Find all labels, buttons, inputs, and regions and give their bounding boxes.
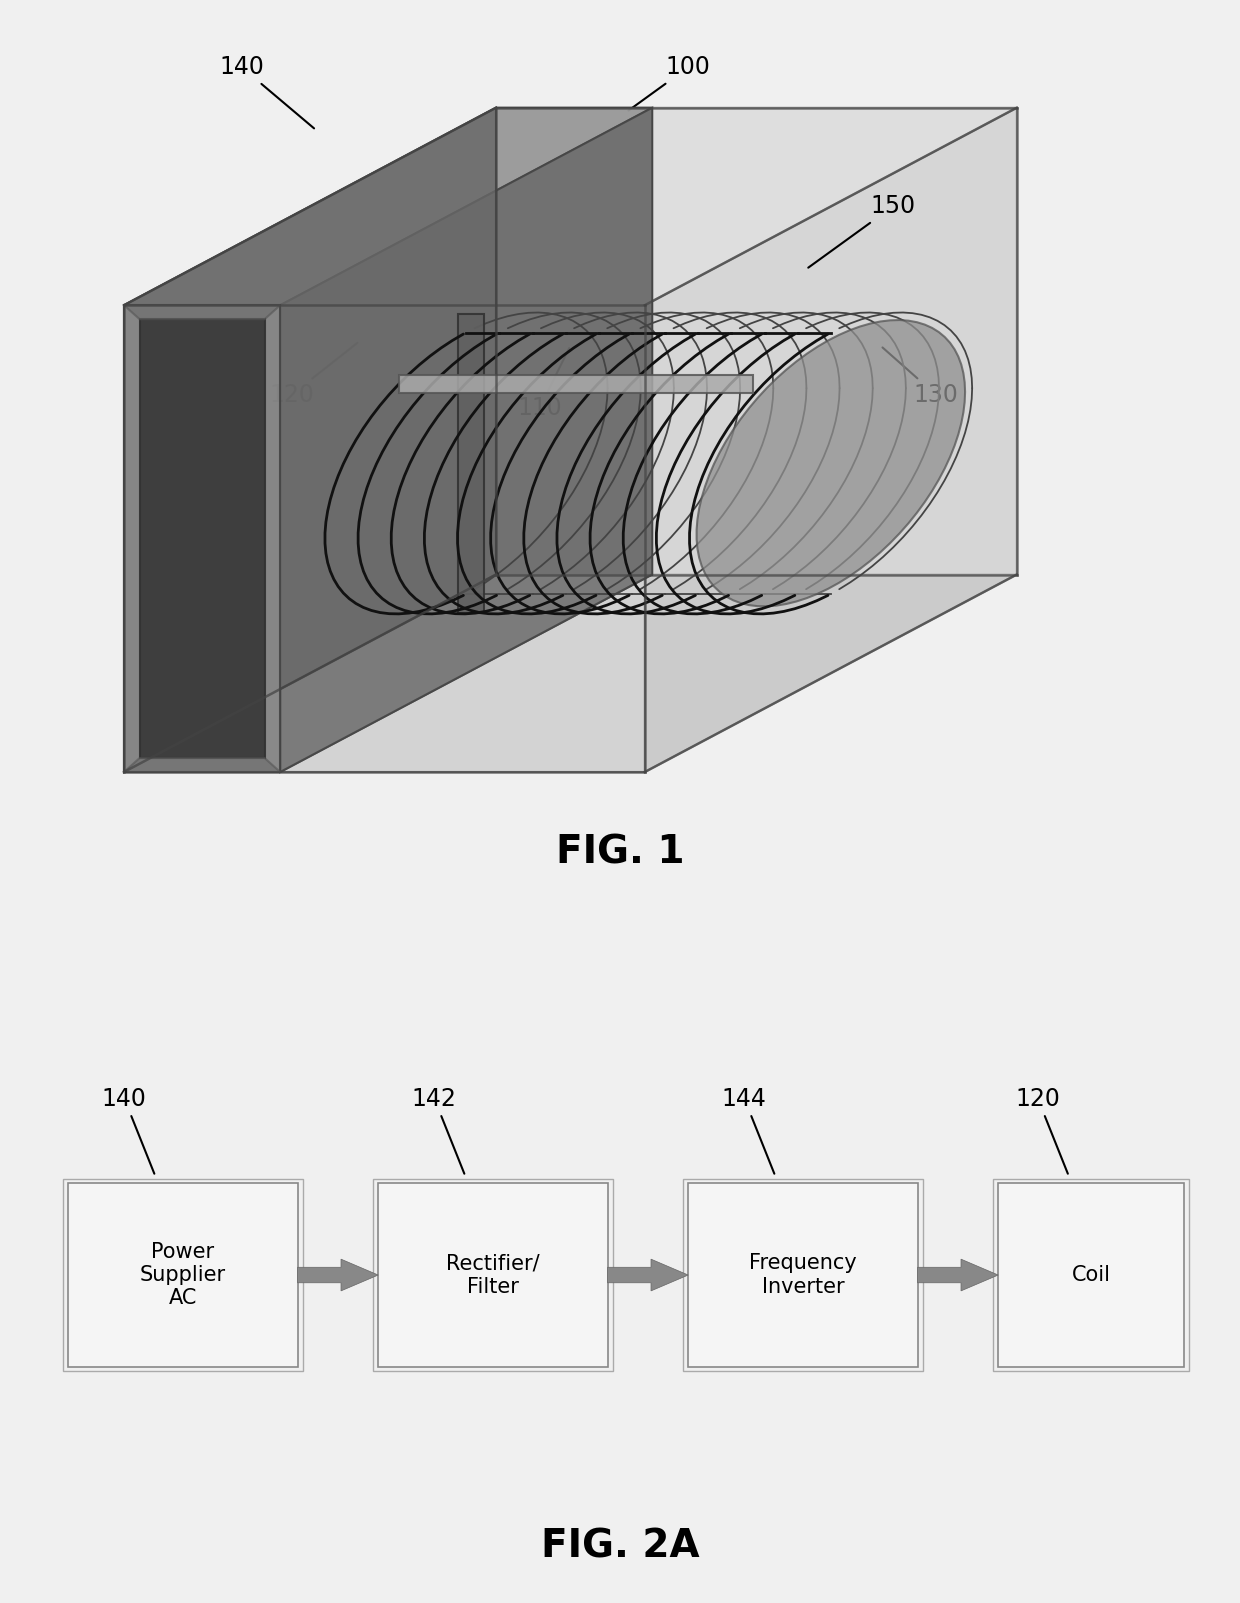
Text: 140: 140 [102, 1087, 154, 1173]
Text: 120: 120 [1016, 1087, 1068, 1173]
Text: 110: 110 [517, 348, 569, 420]
Polygon shape [124, 758, 280, 773]
Bar [998, 1183, 1184, 1367]
Text: 120: 120 [269, 343, 357, 407]
Text: Rectifier/
Filter: Rectifier/ Filter [446, 1254, 539, 1297]
Text: FIG. 1: FIG. 1 [556, 834, 684, 872]
Text: Frequency
Inverter: Frequency Inverter [749, 1254, 857, 1297]
Text: 150: 150 [808, 194, 915, 268]
Bar [68, 1183, 298, 1367]
Polygon shape [280, 107, 652, 773]
Text: FIG. 2A: FIG. 2A [541, 1528, 699, 1566]
Text: 140: 140 [219, 56, 314, 128]
Text: Power
Supplier
AC: Power Supplier AC [140, 1242, 226, 1308]
Polygon shape [459, 314, 485, 612]
Polygon shape [124, 305, 280, 773]
Text: 130: 130 [883, 348, 959, 407]
Polygon shape [140, 319, 264, 758]
Bar [63, 1180, 303, 1371]
Bar [378, 1183, 608, 1367]
Polygon shape [496, 107, 1017, 574]
Text: 100: 100 [629, 56, 711, 111]
Text: Coil: Coil [1071, 1265, 1111, 1286]
Polygon shape [124, 107, 496, 773]
Polygon shape [298, 1260, 378, 1290]
Text: 144: 144 [722, 1087, 774, 1173]
Polygon shape [124, 107, 496, 773]
Bar [993, 1180, 1189, 1371]
Polygon shape [918, 1260, 998, 1290]
Polygon shape [124, 107, 652, 305]
Polygon shape [697, 321, 965, 606]
Text: 142: 142 [412, 1087, 464, 1173]
Polygon shape [645, 107, 1017, 773]
Polygon shape [124, 574, 1017, 773]
Polygon shape [399, 375, 753, 393]
Polygon shape [124, 574, 652, 773]
Polygon shape [496, 107, 652, 574]
Polygon shape [124, 305, 280, 319]
Bar [683, 1180, 923, 1371]
Bar [373, 1180, 613, 1371]
Polygon shape [124, 107, 1017, 305]
Bar [688, 1183, 918, 1367]
Polygon shape [608, 1260, 688, 1290]
